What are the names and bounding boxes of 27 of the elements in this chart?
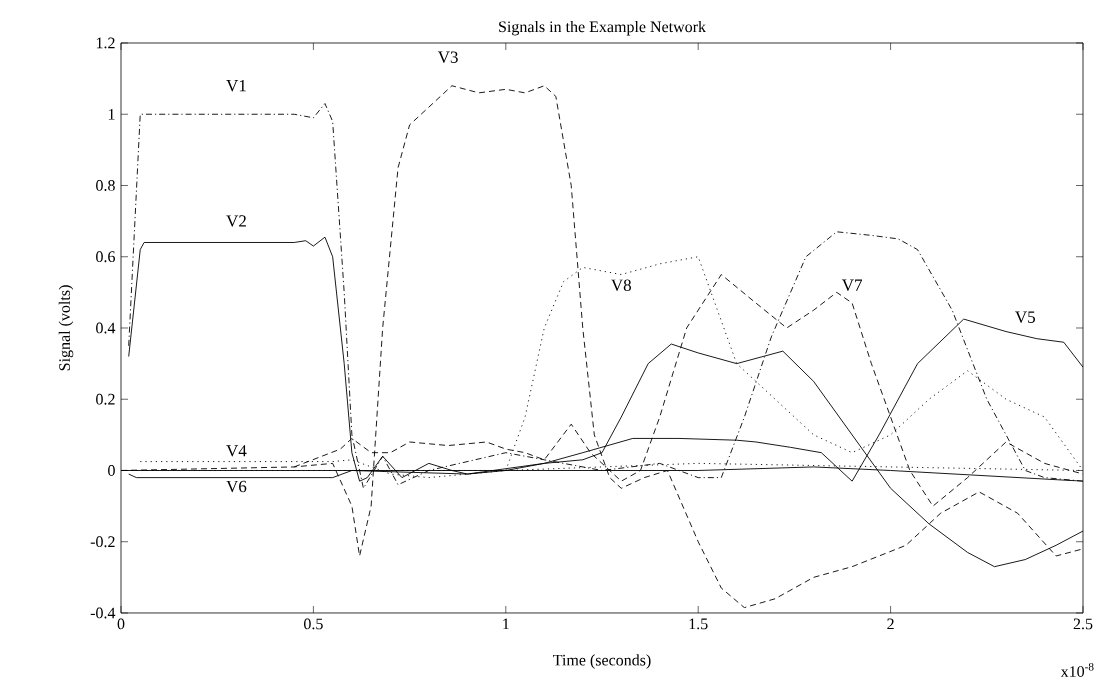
series-label: V1: [226, 79, 246, 92]
y-tick-label: -0.4: [90, 607, 116, 619]
x-tick-label: 1.5: [689, 618, 708, 630]
y-tick-label: 0.6: [96, 251, 115, 263]
series-label: V6: [226, 480, 247, 493]
series-label: V2: [226, 215, 246, 227]
y-tick-label: 1: [108, 108, 115, 120]
x-tick-label: 0: [117, 618, 125, 630]
series-label: V5: [1015, 311, 1036, 323]
series-label: V8: [611, 279, 631, 292]
x-tick-label: 2.5: [1073, 618, 1093, 630]
series-label: V4: [226, 445, 247, 457]
y-tick-label: 0.4: [96, 322, 116, 334]
chart-title: Signals in the Example Network: [499, 20, 706, 36]
text: x10$^{-8}$: [1060, 663, 1094, 677]
x-axis-title: Time (seconds): [553, 654, 651, 669]
x-tick-label: 0.5: [304, 618, 323, 630]
y-tick-label: 1.2: [96, 37, 115, 49]
y-tick-label: 0: [108, 465, 115, 476]
y-tick-label: -0.2: [90, 536, 115, 548]
y-axis-title: Signal (volts): [58, 285, 74, 371]
series-label: V3: [437, 51, 458, 63]
y-tick-label: 0.8: [96, 180, 115, 191]
x-tick-label: 2: [887, 618, 894, 630]
y-tick-label: 0.2: [96, 393, 115, 405]
series-label: V7: [841, 279, 863, 291]
x-tick-label: 1: [503, 618, 509, 630]
